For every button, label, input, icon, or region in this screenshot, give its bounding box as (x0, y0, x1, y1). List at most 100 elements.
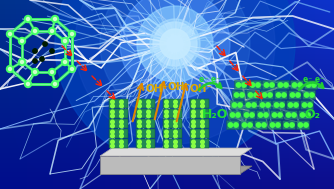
Circle shape (26, 18, 29, 20)
Circle shape (120, 140, 123, 144)
Circle shape (120, 124, 123, 128)
FancyBboxPatch shape (277, 81, 290, 90)
FancyBboxPatch shape (299, 111, 312, 119)
Circle shape (284, 123, 289, 127)
FancyBboxPatch shape (189, 99, 208, 108)
Circle shape (138, 120, 141, 124)
Circle shape (242, 83, 246, 87)
Circle shape (61, 59, 68, 66)
FancyBboxPatch shape (273, 101, 286, 109)
FancyBboxPatch shape (189, 119, 208, 128)
Circle shape (147, 104, 150, 108)
Circle shape (165, 134, 168, 138)
Polygon shape (100, 156, 240, 174)
Circle shape (256, 123, 261, 127)
Circle shape (150, 19, 200, 69)
Circle shape (68, 66, 75, 73)
Circle shape (55, 0, 295, 164)
Circle shape (290, 123, 294, 127)
Polygon shape (100, 148, 252, 156)
Circle shape (292, 83, 297, 87)
Circle shape (192, 120, 195, 124)
FancyBboxPatch shape (289, 91, 302, 99)
Circle shape (51, 81, 58, 88)
Circle shape (201, 110, 204, 114)
Circle shape (288, 103, 293, 107)
Circle shape (165, 124, 168, 128)
Circle shape (100, 0, 250, 119)
FancyBboxPatch shape (248, 81, 262, 90)
Circle shape (266, 103, 270, 107)
Circle shape (174, 100, 177, 104)
Circle shape (201, 130, 204, 134)
FancyBboxPatch shape (285, 111, 298, 119)
Circle shape (147, 144, 150, 148)
FancyBboxPatch shape (269, 121, 282, 129)
FancyBboxPatch shape (234, 81, 247, 90)
Circle shape (31, 68, 38, 75)
Circle shape (6, 30, 13, 37)
Circle shape (165, 130, 168, 134)
Circle shape (138, 134, 141, 138)
Circle shape (31, 28, 38, 35)
FancyBboxPatch shape (257, 111, 270, 119)
FancyBboxPatch shape (228, 111, 241, 119)
Circle shape (53, 18, 56, 20)
FancyBboxPatch shape (136, 129, 155, 138)
Circle shape (174, 130, 177, 134)
Circle shape (300, 113, 305, 117)
FancyBboxPatch shape (189, 129, 208, 138)
Circle shape (262, 123, 266, 127)
Circle shape (147, 114, 150, 118)
Text: O₂: O₂ (304, 108, 320, 121)
Circle shape (192, 100, 195, 104)
Circle shape (111, 124, 114, 128)
Circle shape (236, 83, 241, 87)
Circle shape (33, 49, 37, 53)
Circle shape (244, 113, 249, 117)
FancyBboxPatch shape (109, 129, 128, 138)
Circle shape (147, 110, 150, 114)
FancyBboxPatch shape (259, 101, 272, 109)
Circle shape (48, 28, 55, 35)
FancyBboxPatch shape (163, 129, 181, 138)
Circle shape (264, 113, 268, 117)
Circle shape (51, 15, 58, 22)
Circle shape (147, 100, 150, 104)
Circle shape (234, 93, 239, 97)
FancyBboxPatch shape (242, 111, 256, 119)
Circle shape (147, 124, 150, 128)
Circle shape (174, 124, 177, 128)
Circle shape (250, 113, 254, 117)
Text: H₂O: H₂O (202, 108, 228, 121)
FancyBboxPatch shape (136, 99, 155, 108)
Circle shape (120, 100, 123, 104)
Circle shape (165, 110, 168, 114)
Circle shape (63, 40, 66, 43)
Circle shape (201, 104, 204, 108)
Circle shape (70, 67, 73, 70)
FancyBboxPatch shape (275, 91, 288, 99)
Circle shape (201, 120, 204, 124)
FancyBboxPatch shape (244, 101, 258, 109)
Circle shape (174, 134, 177, 138)
Circle shape (165, 100, 168, 104)
Circle shape (165, 120, 168, 124)
FancyBboxPatch shape (297, 121, 310, 129)
Circle shape (138, 100, 141, 104)
Circle shape (165, 114, 168, 118)
Circle shape (248, 93, 253, 97)
Circle shape (174, 140, 177, 144)
Circle shape (304, 93, 309, 97)
Circle shape (33, 29, 36, 33)
Circle shape (167, 36, 183, 52)
Circle shape (270, 123, 275, 127)
Circle shape (290, 93, 295, 97)
FancyBboxPatch shape (232, 91, 245, 99)
Circle shape (174, 144, 177, 148)
FancyBboxPatch shape (283, 121, 296, 129)
Circle shape (111, 130, 114, 134)
Circle shape (18, 37, 25, 44)
Circle shape (165, 140, 168, 144)
Circle shape (138, 124, 141, 128)
